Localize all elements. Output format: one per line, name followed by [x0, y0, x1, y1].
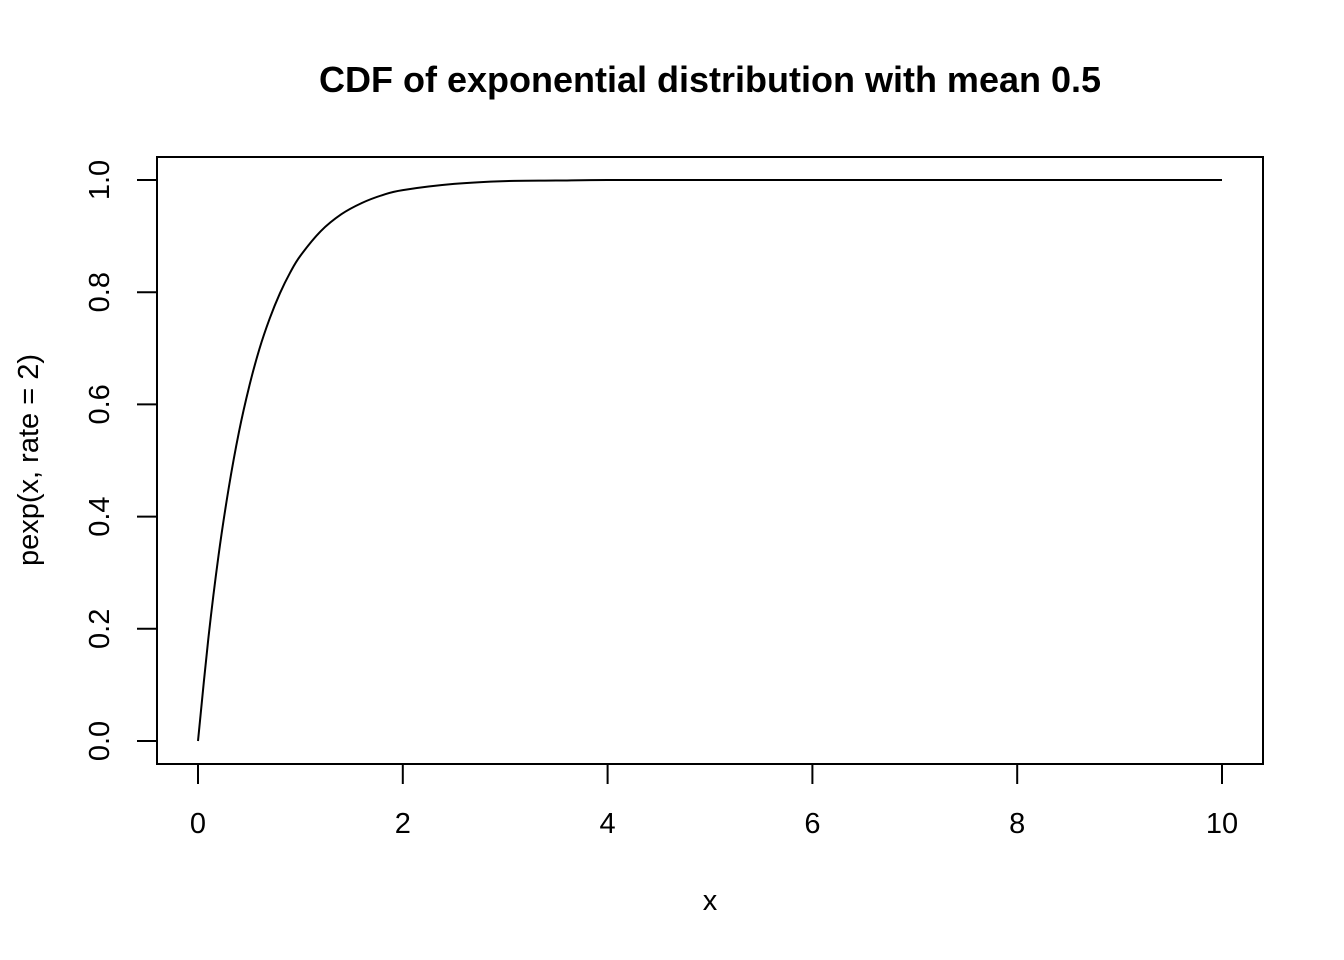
y-tick-label: 0.6 — [84, 384, 116, 424]
y-tick-label: 0.4 — [84, 496, 116, 536]
plot-frame — [156, 156, 1264, 765]
y-axis: 0.0 0.2 0.4 0.6 0.8 1.0 — [84, 160, 158, 761]
x-tick-label: 8 — [1009, 808, 1025, 840]
y-axis-label: pexp(x, rate = 2) — [13, 354, 45, 566]
x-tick-label: 10 — [1206, 808, 1238, 840]
series-line — [197, 178, 1222, 742]
x-tick-label: 2 — [395, 808, 411, 840]
x-tick-label: 6 — [804, 808, 820, 840]
x-axis-label: x — [703, 885, 718, 917]
y-tick-label: 1.0 — [84, 160, 116, 200]
chart-title: CDF of exponential distribution with mea… — [319, 59, 1101, 100]
y-tick-label: 0.8 — [84, 272, 116, 312]
series-layer — [197, 178, 1222, 742]
y-tick-label: 0.0 — [84, 721, 116, 761]
x-tick-label: 0 — [190, 808, 206, 840]
x-tick-label: 4 — [600, 808, 616, 840]
x-axis: 0 2 4 6 8 10 — [190, 763, 1238, 840]
y-tick-label: 0.2 — [84, 609, 116, 649]
